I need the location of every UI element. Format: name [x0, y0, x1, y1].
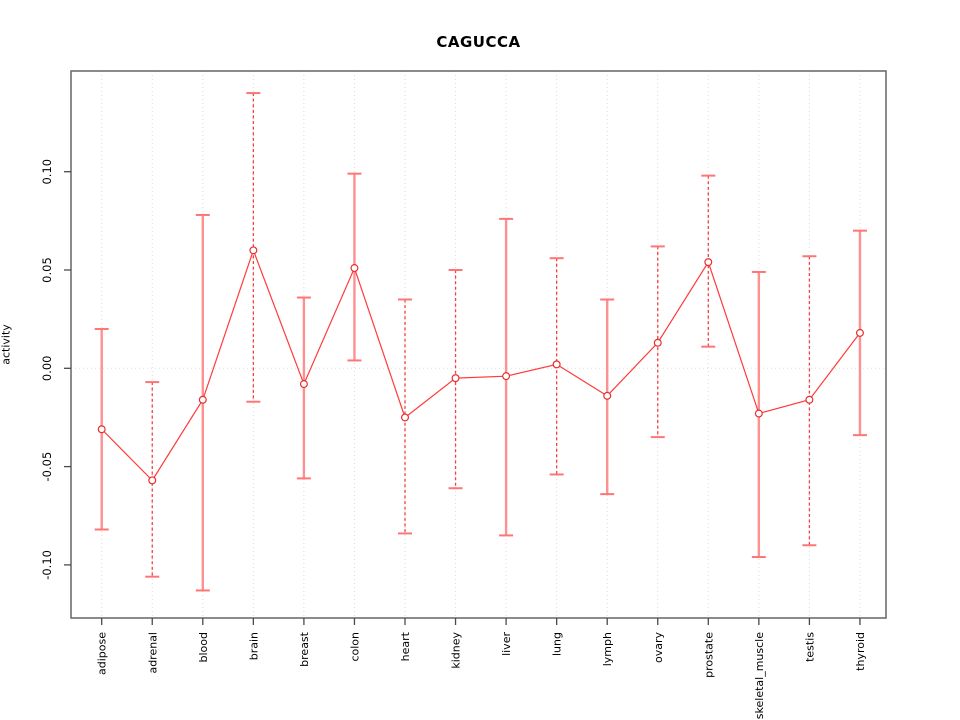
data-point: [249, 246, 258, 255]
data-point: [299, 380, 308, 389]
x-tick-label: heart: [399, 631, 412, 661]
data-point: [350, 264, 359, 273]
x-tick-label: blood: [197, 632, 210, 662]
y-tick-label: 0.05: [40, 257, 54, 283]
x-tick-label: breast: [298, 631, 311, 667]
data-point: [805, 395, 814, 404]
x-tick-label: lymph: [601, 632, 614, 666]
plot-box: [70, 70, 887, 619]
data-point: [603, 391, 612, 400]
data-point: [704, 258, 713, 267]
data-point: [451, 374, 460, 383]
y-axis-title: activity: [0, 324, 13, 365]
y-tick-label: 0.10: [40, 159, 54, 185]
x-tick-label: brain: [247, 632, 260, 660]
x-tick-label: lung: [551, 632, 564, 656]
data-point: [148, 476, 157, 485]
data-point: [754, 409, 763, 418]
x-tick-label: kidney: [450, 632, 463, 669]
x-tick-label: ovary: [652, 632, 665, 664]
x-tick-label: adipose: [96, 632, 109, 675]
x-tick-label: adrenal: [146, 632, 159, 674]
data-point: [198, 395, 207, 404]
x-tick-label: prostate: [702, 632, 715, 678]
y-tick-label: -0.05: [40, 452, 54, 482]
x-tick-label: thyroid: [854, 632, 867, 671]
data-point: [502, 372, 511, 381]
x-tick-label: skeletal_muscle: [753, 632, 766, 719]
data-point: [552, 360, 561, 369]
x-tick-label: colon: [348, 632, 361, 662]
data-point: [97, 425, 106, 434]
data-point: [653, 338, 662, 347]
data-point: [855, 328, 864, 337]
chart-title: CAGUCCA: [436, 33, 521, 51]
data-point: [401, 413, 410, 422]
y-tick-label: -0.10: [40, 550, 54, 580]
series-line: [101, 248, 861, 482]
x-tick-label: liver: [500, 632, 513, 656]
y-tick-label: 0.00: [40, 355, 54, 381]
x-tick-label: testis: [803, 632, 816, 662]
